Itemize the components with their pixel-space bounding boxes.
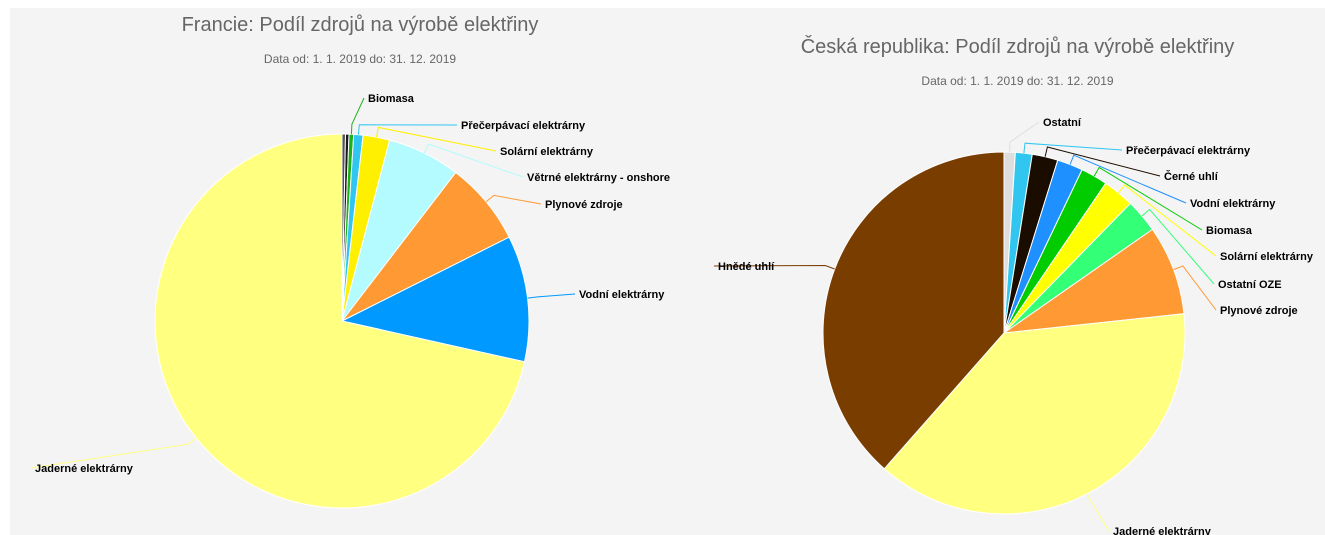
label-solarni-elektrarny: Solární elektrárny xyxy=(1220,251,1314,263)
label-vodni-elektrarny: Vodní elektrárny xyxy=(579,289,665,301)
connector-biomasa xyxy=(350,97,365,135)
label-solarni-elektrarny: Solární elektrárny xyxy=(500,146,594,158)
connector-vetrne-elektrarny-onshore xyxy=(423,143,524,178)
connector-precerpavaci-elektrarny xyxy=(357,124,458,135)
slice-plynove-zdroje[interactable] xyxy=(1003,228,1185,334)
connector-jaderne-elektrarny xyxy=(1086,493,1110,532)
connector-solarni-elektrarny xyxy=(1118,184,1217,257)
label-biomasa: Biomasa xyxy=(368,93,415,105)
czech-pie-chart: Ostatní Přečerpávací elektrárny Černé uhlí… xyxy=(713,117,1314,535)
connector-solarni-elektrarny xyxy=(376,126,497,152)
label-plynove-zdroje: Plynové zdroje xyxy=(1220,305,1298,317)
france-chart-title: Francie: Podíl zdrojů na výrobě elektřin… xyxy=(181,14,539,36)
label-ostatni-oze: Ostatní OZE xyxy=(1218,279,1282,291)
connector-precerpavaci-elektrarny xyxy=(1023,142,1123,154)
slice-jaderne-elektrarny[interactable] xyxy=(883,313,1186,515)
label-plynove-zdroje: Plynové zdroje xyxy=(545,199,623,211)
czech-chart-subtitle: Data od: 1. 1. 2019 do: 31. 12. 2019 xyxy=(921,74,1114,88)
connector-biomasa xyxy=(1093,166,1203,231)
connector-ostatni-oze xyxy=(1141,208,1215,285)
connector-vodni-elektrarny xyxy=(527,293,576,299)
label-ostatni: Ostatní xyxy=(1043,117,1082,129)
france-chart-panel: Francie: Podíl zdrojů na výrobě elektřin… xyxy=(10,8,710,535)
czech-chart-panel: Česká republika: Podíl zdrojů na výrobě … xyxy=(710,8,1325,535)
label-hnede-uhli: Hnědé uhlí xyxy=(718,261,775,273)
label-vodni-elektrarny: Vodní elektrárny xyxy=(1190,198,1276,210)
france-pie-chart: Biomasa Přečerpávací elektrárny Solární el… xyxy=(30,93,670,509)
label-biomasa: Biomasa xyxy=(1206,225,1253,237)
connector-hnede-uhli xyxy=(713,264,835,270)
label-vetrne-elektrarny-onshore: Větrné elektrárny - onshore xyxy=(527,172,670,184)
connector-jaderne-elektrarny xyxy=(30,437,197,469)
slice-vodni-elektrarny[interactable] xyxy=(340,236,530,363)
label-precerpavaci-elektrarny: Přečerpávací elektrárny xyxy=(461,120,586,132)
connector-cerne-uhli xyxy=(1044,146,1161,177)
france-chart-subtitle: Data od: 1. 1. 2019 do: 31. 12. 2019 xyxy=(263,52,457,66)
label-cerne-uhli: Černé uhlí xyxy=(1164,170,1219,183)
label-jaderne-elektrarny: Jaderné elektrárny xyxy=(35,463,134,475)
connector-vodni-elektrarny xyxy=(1069,154,1187,204)
connector-ostatni xyxy=(1009,121,1040,153)
label-jaderne-elektrarny: Jaderné elektrárny xyxy=(1113,526,1212,535)
czech-chart-title: Česká republika: Podíl zdrojů na výrobě … xyxy=(800,36,1235,58)
label-precerpavaci-elektrarny: Přečerpávací elektrárny xyxy=(1126,145,1251,157)
connector-plynove-zdroje xyxy=(1173,265,1217,311)
connector-plynove-zdroje xyxy=(485,194,542,205)
